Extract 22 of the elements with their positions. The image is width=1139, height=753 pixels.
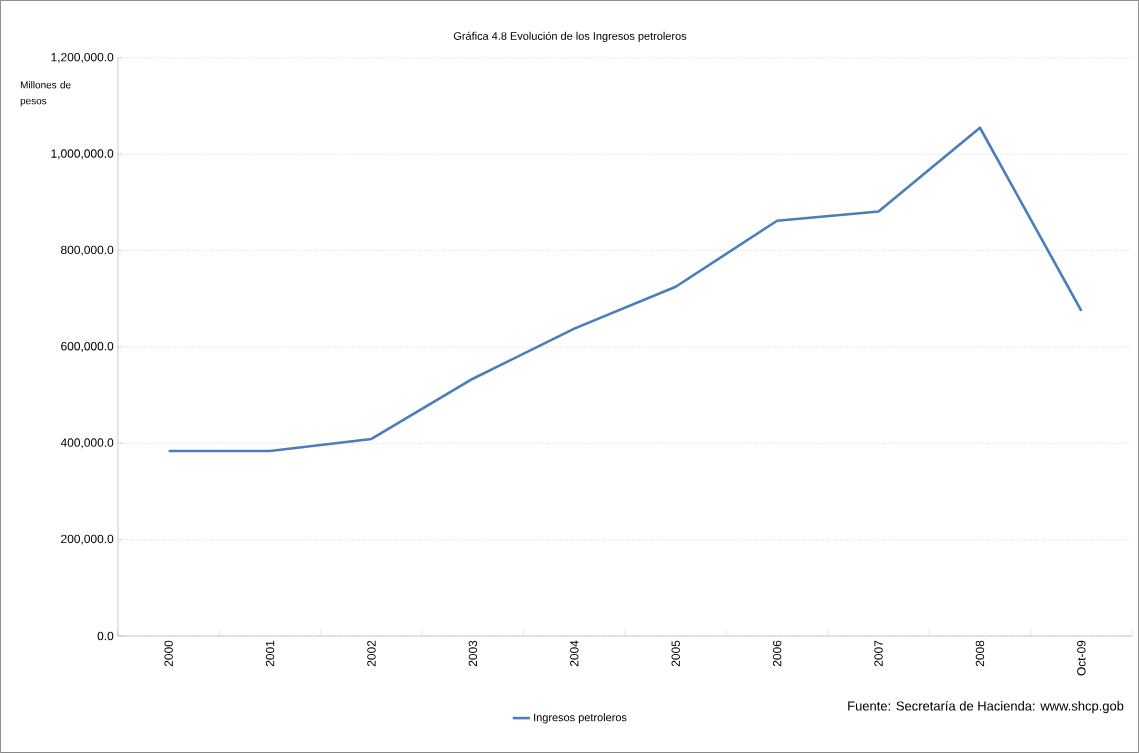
source-note: Fuente: Secretaría de Hacienda: www.shcp.gob [848, 700, 1124, 714]
x-tick-label: 2005 [671, 640, 680, 667]
x-tick-label: 2001 [265, 640, 275, 667]
x-tick-label: 2007 [874, 640, 883, 667]
legend-label: Ingresos petroleros [534, 713, 627, 724]
x-tick-label: 2003 [468, 640, 478, 667]
x-tick-label: 2008 [975, 640, 985, 667]
y-tick-label: 400,000.0 [60, 438, 114, 449]
y-tick-label: 200,000.0 [61, 534, 114, 545]
y-tick-label: 1,000,000.0 [51, 149, 114, 160]
y-axis-title: Millones de pesos [20, 81, 71, 107]
x-tick-label: 2004 [570, 640, 579, 667]
y-tick-label: 600,000.0 [61, 342, 114, 352]
line-series [167, 126, 1083, 453]
x-tick-label: 2002 [367, 640, 376, 667]
y-tick-label: 800,000.0 [61, 245, 114, 256]
x-tick-label: 2006 [772, 640, 782, 667]
x-tick-label: Oct-09 [1077, 640, 1086, 676]
chart-title: Gráfica 4.8 Evolución de los Ingresos petroleros [453, 31, 687, 43]
y-tick-label: 1,200,000.0 [51, 52, 114, 63]
y-tick-label: 0.0 [97, 631, 114, 641]
x-tick-label: 2000 [164, 640, 173, 667]
